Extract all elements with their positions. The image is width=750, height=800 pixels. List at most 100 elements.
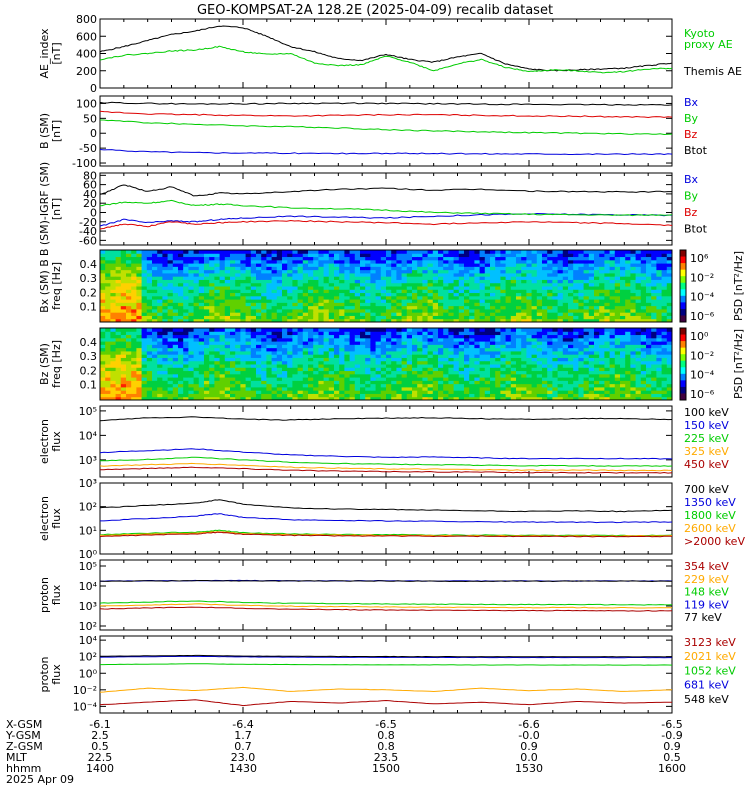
psd-cell bbox=[271, 383, 278, 388]
psd-cell bbox=[479, 367, 486, 372]
psd-cell bbox=[557, 250, 564, 254]
psd-cell bbox=[453, 253, 460, 258]
psd-cell bbox=[313, 393, 319, 398]
psd-cell bbox=[500, 263, 507, 267]
psd-cell bbox=[599, 312, 605, 316]
psd-cell bbox=[536, 312, 543, 316]
psd-cell bbox=[245, 390, 252, 394]
psd-cell bbox=[209, 341, 215, 345]
psd-cell bbox=[250, 276, 257, 280]
psd-cell bbox=[198, 299, 205, 303]
psd-cell bbox=[167, 396, 174, 401]
psd-cell bbox=[510, 269, 517, 274]
psd-cell bbox=[526, 312, 533, 316]
psd-cell bbox=[172, 364, 179, 368]
psd-cell bbox=[126, 328, 132, 332]
psd-cell bbox=[380, 282, 387, 287]
psd-cell bbox=[360, 334, 366, 339]
psd-cell bbox=[547, 364, 553, 368]
psd-cell bbox=[105, 305, 111, 310]
psd-cell bbox=[625, 282, 631, 287]
psd-cell bbox=[656, 279, 663, 284]
psd-cell bbox=[474, 253, 481, 258]
psd-cell bbox=[282, 250, 288, 254]
psd-cell bbox=[204, 286, 210, 290]
psd-cell bbox=[115, 279, 122, 284]
psd-cell bbox=[370, 377, 377, 381]
psd-cell bbox=[521, 259, 527, 264]
psd-cell bbox=[469, 347, 475, 352]
psd-cell bbox=[412, 279, 418, 284]
psd-cell bbox=[240, 393, 247, 398]
psd-cell bbox=[136, 347, 143, 352]
psd-cell bbox=[276, 364, 283, 368]
psd-cell bbox=[219, 295, 226, 300]
psd-cell bbox=[510, 390, 517, 394]
psd-cell bbox=[365, 312, 371, 316]
psd-cell bbox=[292, 250, 299, 254]
psd-cell bbox=[167, 334, 174, 339]
psd-cell bbox=[495, 354, 501, 358]
psd-cell bbox=[282, 393, 288, 398]
psd-cell bbox=[162, 347, 169, 352]
psd-cell bbox=[297, 282, 304, 287]
psd-cell bbox=[432, 315, 439, 320]
psd-cell bbox=[401, 256, 408, 261]
psd-cell bbox=[469, 350, 475, 355]
psd-cell bbox=[417, 341, 423, 345]
psd-cell bbox=[568, 259, 574, 264]
psd-cell bbox=[599, 289, 605, 294]
psd-cell bbox=[292, 344, 299, 349]
psd-cell bbox=[152, 373, 158, 378]
psd-cell bbox=[266, 295, 273, 300]
psd-cell bbox=[323, 295, 330, 300]
psd-cell bbox=[640, 286, 647, 290]
psd-cell bbox=[557, 305, 564, 310]
psd-cell bbox=[490, 396, 496, 401]
psd-cell bbox=[656, 302, 663, 307]
psd-cell bbox=[401, 341, 408, 345]
psd-cell bbox=[297, 370, 304, 375]
psd-cell bbox=[172, 328, 179, 332]
ytick-label: 0 bbox=[90, 206, 97, 219]
psd-cell bbox=[417, 279, 423, 284]
psd-cell bbox=[422, 295, 429, 300]
psd-cell bbox=[604, 302, 611, 307]
psd-cell bbox=[666, 253, 673, 258]
psd-cell bbox=[131, 334, 137, 339]
psd-cell bbox=[391, 305, 397, 310]
psd-cell bbox=[484, 357, 491, 362]
psd-cell bbox=[188, 292, 195, 297]
psd-cell bbox=[599, 256, 605, 261]
psd-cell bbox=[469, 312, 475, 316]
psd-cell bbox=[432, 380, 439, 385]
psd-cell bbox=[656, 318, 663, 323]
psd-cell bbox=[178, 380, 184, 385]
psd-cell bbox=[583, 292, 590, 297]
psd-cell bbox=[172, 295, 179, 300]
psd-cell bbox=[313, 344, 319, 349]
psd-cell bbox=[500, 305, 507, 310]
psd-cell bbox=[354, 347, 361, 352]
psd-cell bbox=[183, 263, 189, 267]
psd-cell bbox=[126, 289, 132, 294]
psd-cell bbox=[308, 328, 314, 332]
psd-cell bbox=[157, 364, 163, 368]
psd-cell bbox=[349, 272, 356, 277]
psd-cell bbox=[505, 337, 512, 342]
psd-cell bbox=[568, 393, 574, 398]
psd-cell bbox=[152, 250, 158, 254]
psd-cell bbox=[375, 292, 382, 297]
psd-cell bbox=[661, 292, 668, 297]
psd-cell bbox=[412, 377, 418, 381]
psd-cell bbox=[339, 383, 345, 388]
psd-cell bbox=[562, 286, 569, 290]
psd-cell bbox=[339, 341, 345, 345]
psd-cell bbox=[131, 312, 137, 316]
psd-cell bbox=[510, 286, 517, 290]
psd-cell bbox=[365, 350, 371, 355]
psd-cell bbox=[536, 253, 543, 258]
psd-cell bbox=[256, 292, 262, 297]
psd-cell bbox=[458, 315, 465, 320]
psd-cell bbox=[183, 344, 189, 349]
